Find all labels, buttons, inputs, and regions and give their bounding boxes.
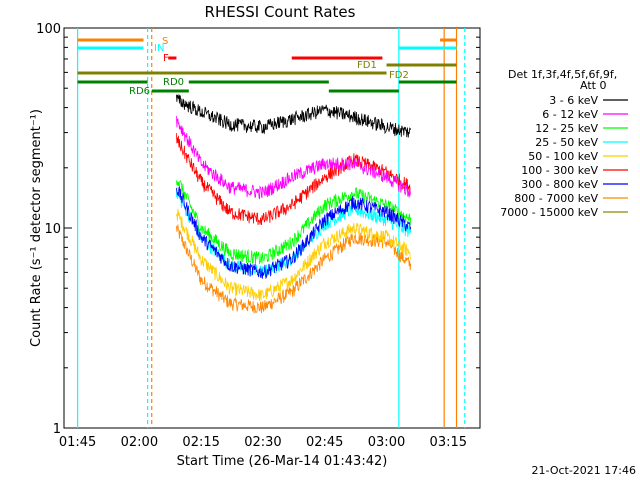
series-line-12-25-kev [176, 180, 412, 265]
legend-header-attenuator: Att 0 [580, 79, 606, 92]
x-tick-label: 03:15 [430, 435, 467, 450]
legend-label: 800 - 7000 keV [514, 192, 598, 205]
plot-frame [63, 27, 481, 429]
chart-title: RHESSI Count Rates [205, 3, 356, 21]
flag-bar-label: FD2 [389, 70, 409, 81]
series-line-300-800-kev [176, 186, 412, 280]
x-tick-label: 02:45 [306, 435, 343, 450]
x-axis-label: Start Time (26-Mar-14 01:43:42) [177, 454, 388, 469]
legend-header-detectors: Det 1f,3f,4f,5f,6f,9f, [508, 68, 617, 81]
series-line-3-6-kev [176, 94, 412, 138]
legend-label: 100 - 300 keV [521, 164, 598, 177]
y-axis-label: Count Rate (s⁻¹ detector segment⁻¹) [29, 109, 44, 347]
series-line-6-12-kev [176, 115, 411, 200]
flag-bar-label: S [162, 36, 168, 47]
flag-bar-label: F [163, 53, 169, 64]
legend-label: 12 - 25 keV [535, 122, 598, 135]
y-tick-label: 1 [53, 422, 61, 437]
legend-label: 50 - 100 keV [528, 150, 598, 163]
x-tick-label: 01:45 [59, 435, 96, 450]
legend-label: 7000 - 15000 keV [500, 206, 598, 219]
legend-label: 3 - 6 keV [549, 94, 598, 107]
footer-date: 21-Oct-2021 17:46 [532, 464, 636, 477]
legend-label: 25 - 50 keV [535, 136, 598, 149]
legend-label: 6 - 12 keV [542, 108, 598, 121]
flag-bar-label: IN [154, 43, 164, 54]
flag-bar-label: FD1 [357, 60, 377, 71]
y-tick-label: 100 [36, 22, 61, 37]
flag-bar-label: RD6 [129, 86, 150, 97]
series-line-800-7000-kev [176, 224, 412, 314]
x-tick-label: 02:00 [121, 435, 158, 450]
x-tick-label: 02:30 [244, 435, 281, 450]
flag-bar-label: RD0 [163, 77, 184, 88]
series-line-50-100-kev [176, 208, 412, 302]
y-tick-label: 10 [44, 222, 61, 237]
x-tick-label: 03:00 [368, 435, 405, 450]
x-tick-label: 02:15 [182, 435, 219, 450]
legend-label: 300 - 800 keV [521, 178, 598, 191]
series-line-100-300-kev [176, 133, 411, 226]
